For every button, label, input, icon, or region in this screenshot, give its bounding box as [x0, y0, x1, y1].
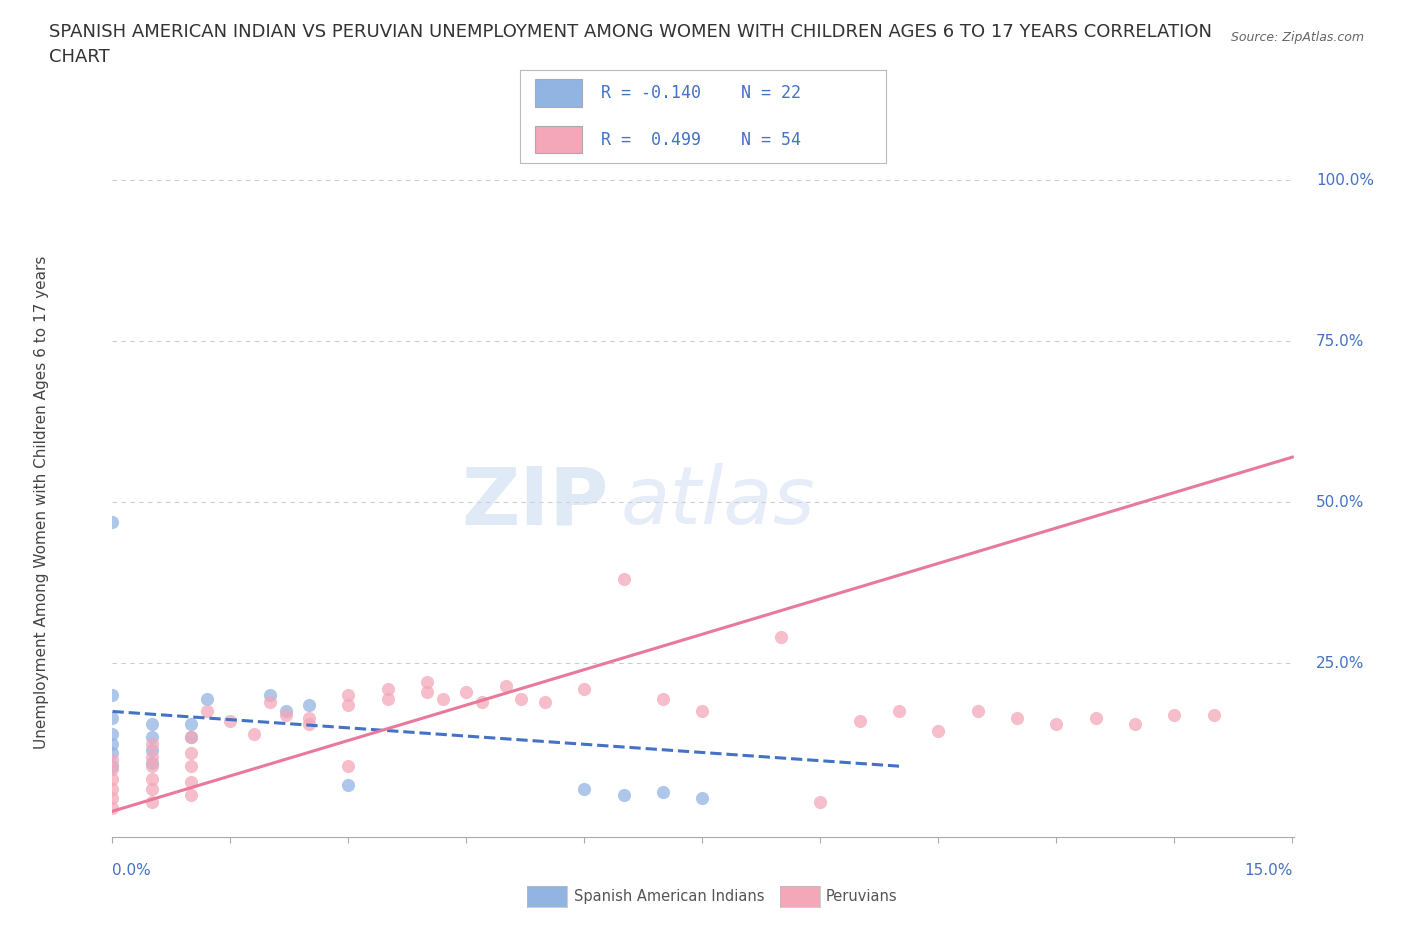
- Point: [141, 749, 163, 764]
- Point: [298, 711, 321, 725]
- Point: [298, 698, 321, 712]
- Point: [432, 691, 454, 706]
- Point: [141, 743, 163, 758]
- Point: [101, 790, 124, 805]
- Point: [377, 682, 399, 697]
- Point: [101, 726, 124, 741]
- Point: [652, 691, 675, 706]
- Point: [243, 726, 266, 741]
- Point: [101, 746, 124, 761]
- FancyBboxPatch shape: [534, 126, 582, 153]
- Point: [141, 755, 163, 770]
- Text: Source: ZipAtlas.com: Source: ZipAtlas.com: [1230, 31, 1364, 44]
- Point: [101, 781, 124, 796]
- Point: [1163, 707, 1185, 722]
- Text: CHART: CHART: [49, 48, 110, 66]
- Point: [416, 684, 439, 699]
- Point: [574, 781, 596, 796]
- Point: [101, 772, 124, 787]
- Text: atlas: atlas: [620, 463, 815, 541]
- Text: 0.0%: 0.0%: [112, 863, 152, 878]
- Point: [692, 790, 714, 805]
- Point: [195, 691, 218, 706]
- Point: [141, 794, 163, 809]
- Point: [101, 762, 124, 777]
- Point: [219, 713, 242, 728]
- Point: [180, 746, 202, 761]
- Text: 50.0%: 50.0%: [1316, 495, 1364, 510]
- Text: 15.0%: 15.0%: [1244, 863, 1292, 878]
- Point: [1005, 711, 1028, 725]
- Point: [887, 704, 910, 719]
- Point: [141, 772, 163, 787]
- Point: [495, 678, 517, 693]
- Point: [471, 695, 494, 710]
- Point: [101, 711, 124, 725]
- Point: [574, 682, 596, 697]
- Point: [848, 713, 870, 728]
- Point: [1084, 711, 1107, 725]
- Point: [416, 675, 439, 690]
- Point: [337, 778, 360, 793]
- Point: [101, 737, 124, 751]
- Point: [180, 775, 202, 790]
- Text: Unemployment Among Women with Children Ages 6 to 17 years: Unemployment Among Women with Children A…: [34, 256, 49, 749]
- Point: [195, 704, 218, 719]
- FancyBboxPatch shape: [534, 79, 582, 107]
- Point: [1045, 717, 1067, 732]
- Point: [180, 717, 202, 732]
- Point: [927, 724, 949, 738]
- Point: [1123, 717, 1146, 732]
- Point: [510, 691, 533, 706]
- Text: 75.0%: 75.0%: [1316, 334, 1364, 349]
- Point: [652, 785, 675, 800]
- Point: [808, 794, 831, 809]
- Point: [141, 781, 163, 796]
- Point: [377, 691, 399, 706]
- Point: [1202, 707, 1225, 722]
- Point: [274, 707, 297, 722]
- Point: [613, 788, 636, 803]
- Point: [101, 801, 124, 816]
- Point: [141, 730, 163, 745]
- Point: [259, 688, 281, 703]
- Text: Spanish American Indians: Spanish American Indians: [574, 889, 763, 904]
- Point: [180, 730, 202, 745]
- Text: SPANISH AMERICAN INDIAN VS PERUVIAN UNEMPLOYMENT AMONG WOMEN WITH CHILDREN AGES : SPANISH AMERICAN INDIAN VS PERUVIAN UNEM…: [49, 23, 1212, 41]
- Text: Peruvians: Peruvians: [825, 889, 897, 904]
- Text: 100.0%: 100.0%: [1316, 173, 1374, 188]
- Point: [101, 514, 124, 529]
- Point: [337, 759, 360, 774]
- Point: [180, 788, 202, 803]
- Point: [298, 717, 321, 732]
- Point: [259, 695, 281, 710]
- Point: [692, 704, 714, 719]
- Text: R =  0.499    N = 54: R = 0.499 N = 54: [600, 130, 800, 149]
- Point: [141, 737, 163, 751]
- Point: [101, 752, 124, 767]
- Point: [337, 688, 360, 703]
- Point: [456, 684, 478, 699]
- Text: 25.0%: 25.0%: [1316, 656, 1364, 671]
- Point: [534, 695, 557, 710]
- Point: [141, 759, 163, 774]
- Point: [180, 730, 202, 745]
- Text: R = -0.140    N = 22: R = -0.140 N = 22: [600, 84, 800, 102]
- Point: [141, 717, 163, 732]
- Point: [613, 572, 636, 587]
- Text: ZIP: ZIP: [461, 463, 609, 541]
- Point: [966, 704, 988, 719]
- Point: [101, 688, 124, 703]
- Point: [180, 759, 202, 774]
- Point: [337, 698, 360, 712]
- Point: [770, 630, 793, 644]
- Point: [274, 704, 297, 719]
- Point: [101, 759, 124, 774]
